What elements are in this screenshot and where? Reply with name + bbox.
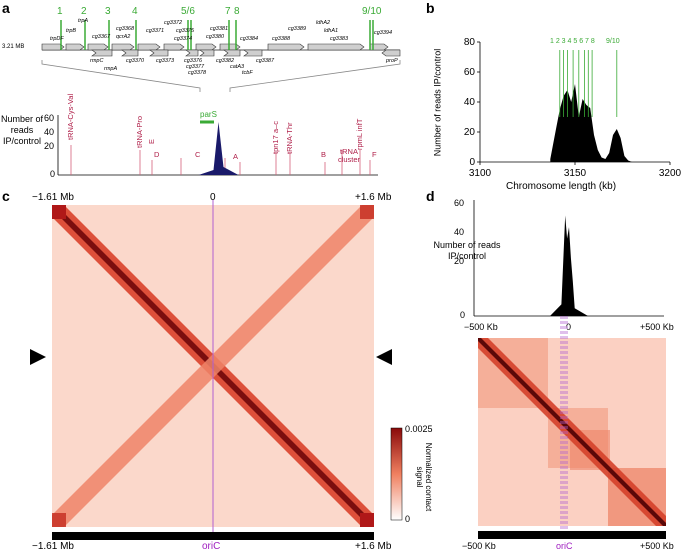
- gene-label: ldhA2: [316, 20, 331, 26]
- gene-map: [41, 20, 401, 92]
- site-label-4: 4: [132, 6, 138, 17]
- y-tick-label: 40: [464, 97, 476, 108]
- y-tick-label: 20: [464, 127, 476, 138]
- gene-label: trpB: [66, 28, 77, 34]
- site-label-7: 7: [225, 6, 231, 17]
- site-label-8: 8: [234, 6, 240, 17]
- feature-label: B: [321, 150, 327, 159]
- feature-label: tRNA cluster: [337, 147, 361, 164]
- ytick: 60: [44, 113, 55, 123]
- gene-label: cg3372: [164, 20, 183, 26]
- heatmap-c: [30, 200, 403, 540]
- gene-label: cg3367: [92, 34, 111, 40]
- colorbar-max: 0.0025: [405, 424, 433, 434]
- x-tick-label: 3200: [659, 168, 682, 179]
- gene-label: cg3371: [146, 28, 165, 34]
- gene-label: rmpC: [90, 58, 104, 64]
- gene-label: cg3382: [216, 58, 235, 64]
- x-tick-label: 3100: [469, 168, 492, 179]
- panel-letter-c: c: [2, 188, 10, 204]
- gene-label: cg3374: [174, 36, 193, 42]
- feature-label: F: [372, 150, 377, 159]
- gene-label: cg3376: [184, 58, 203, 64]
- chart-b: 0 20 40 60 80 3100 3150 3200: [464, 37, 682, 179]
- ytick: 40: [44, 127, 55, 137]
- ytick: 20: [44, 141, 55, 151]
- gene-label: cg3378: [188, 70, 207, 76]
- d-bottom-left: −500 Kb: [462, 541, 496, 551]
- panel-letter-b: b: [426, 0, 435, 16]
- area-series: [550, 84, 632, 162]
- gene-label: cg3377: [186, 64, 205, 70]
- panel-letter-a: a: [2, 0, 10, 16]
- ytick: 0: [50, 169, 56, 179]
- y-tick-label: 60: [464, 67, 476, 78]
- site-label-3: 3: [105, 6, 111, 17]
- gene-label: cg3380: [206, 34, 225, 40]
- site-label-2: 2: [81, 6, 87, 17]
- d-x-left: −500 Kb: [464, 322, 498, 332]
- gene-label: cg3383: [330, 36, 349, 42]
- ytick: 20: [454, 256, 465, 266]
- gene-label: cg3394: [374, 30, 393, 36]
- chart-b-xlabel: Chromosome length (kb): [506, 181, 617, 192]
- pars-label: parS: [200, 110, 217, 119]
- gene-label: cg3368: [116, 26, 135, 32]
- site-label-5-6: 5/6: [181, 6, 195, 17]
- area-series: [58, 122, 378, 175]
- ytick: 60: [454, 198, 465, 208]
- gene-label: qcrA2: [116, 34, 131, 40]
- c-x-zero: 0: [210, 192, 216, 203]
- site-label-1: 1: [57, 6, 63, 17]
- gene-label: rmpA: [104, 66, 118, 72]
- y-tick-label: 0: [469, 157, 475, 168]
- gene-label: ldhA1: [324, 28, 339, 34]
- x-tick-label: 3150: [564, 168, 587, 179]
- track-d-ylabel: Number of reads IP/control: [433, 240, 501, 261]
- gene-label: catA3: [230, 64, 245, 70]
- gene-label: cg3388: [272, 36, 291, 42]
- gene-label: trpDF: [50, 36, 64, 42]
- c-oric-label: oriC: [202, 541, 221, 552]
- area-series: [474, 215, 664, 316]
- gene-label: cg3389: [288, 26, 307, 32]
- feature-label: D: [154, 150, 160, 159]
- d-x-zero: 0: [566, 322, 572, 332]
- c-x-right: +1.6 Mb: [355, 192, 392, 203]
- chart-b-site-labels: 1 2 3 4 5 6 7 8: [550, 38, 595, 45]
- gene-label: tcbF: [242, 70, 253, 76]
- gene-label: trpA: [78, 18, 89, 24]
- colorbar-min: 0: [405, 514, 411, 524]
- ytick: 40: [454, 227, 465, 237]
- gene-label: cg3387: [256, 58, 275, 64]
- feature-label: C: [195, 150, 201, 159]
- site-label-9-10: 9/10: [362, 6, 382, 17]
- c-bottom-left: −1.61 Mb: [32, 541, 74, 552]
- gene-label: cg3375: [176, 28, 195, 34]
- track-a-ylabel: Number of reads IP/control: [0, 114, 44, 146]
- d-x-right: +500 Kb: [640, 322, 674, 332]
- track-a: [57, 115, 378, 176]
- c-x-left: −1.61 Mb: [32, 192, 74, 203]
- gene-label: cg3384: [240, 36, 259, 42]
- gene-label: cg3370: [126, 58, 145, 64]
- chart-b-site-label-910: 9/10: [606, 38, 620, 45]
- gene-label: proP: [386, 58, 398, 64]
- y-tick-label: 80: [464, 37, 476, 48]
- feature-label: A: [233, 152, 239, 161]
- gene-label: cg3381: [210, 26, 229, 32]
- gene-label: cg3373: [156, 58, 175, 64]
- d-bottom-right: +500 Kb: [640, 541, 674, 551]
- panel-letter-d: d: [426, 188, 435, 204]
- c-bottom-right: +1.6 Mb: [355, 541, 392, 552]
- ytick: 0: [460, 310, 466, 320]
- d-oric-label: oriC: [556, 541, 573, 551]
- scale-label: 3.21 MB: [2, 44, 25, 50]
